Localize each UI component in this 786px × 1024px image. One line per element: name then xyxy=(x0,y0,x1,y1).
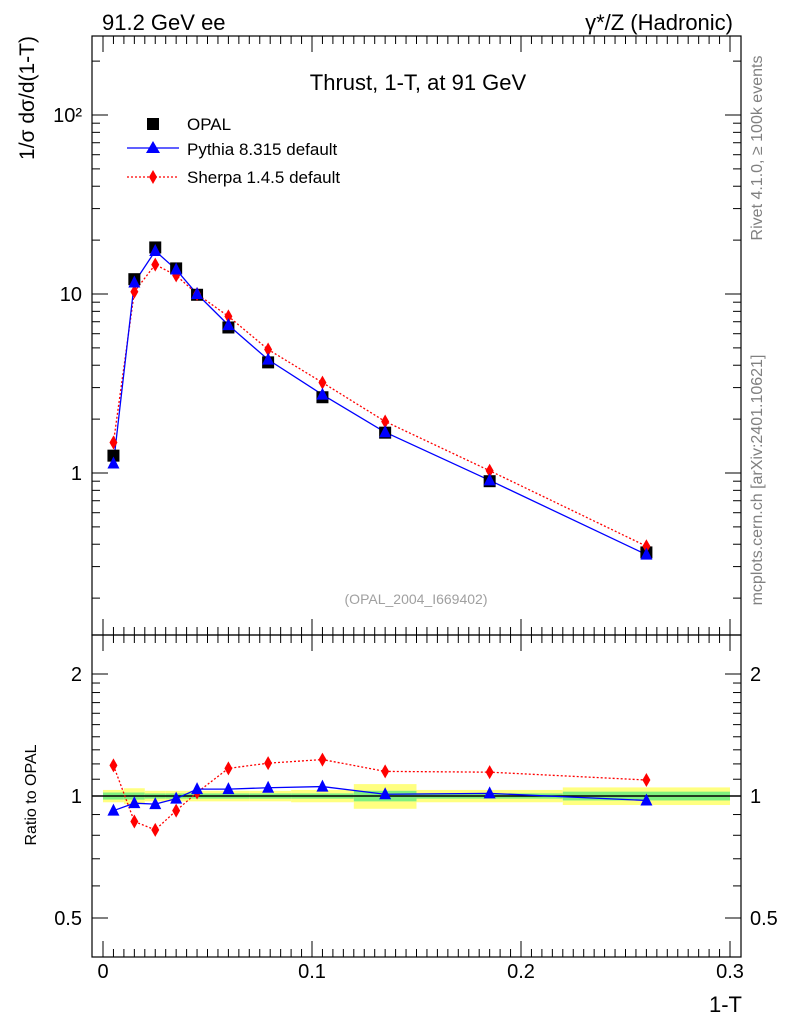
main-opal-point-0 xyxy=(107,449,120,462)
x-tick-label-2: 0.2 xyxy=(507,961,535,983)
legend-opal-marker xyxy=(147,118,159,130)
rivet-version-label: Rivet 4.1.0, ≥ 100k events xyxy=(749,56,766,241)
main-sherpa-point-9 xyxy=(485,463,494,478)
mcplots-source-label: mcplots.cern.ch [arXiv:2401.10621] xyxy=(749,355,766,606)
main-sherpa-point-5 xyxy=(224,309,233,324)
header-process-label: 91.2 GeV ee xyxy=(102,10,226,35)
ratio-sherpa-point-1 xyxy=(130,814,139,829)
ratio-pythia-point-4 xyxy=(191,782,204,795)
ratio-pythia-point-6 xyxy=(262,780,275,793)
main-pythia-point-5 xyxy=(222,318,235,331)
legend-pythia-label: Pythia 8.315 default xyxy=(187,140,338,159)
header-channel-label: γ*/Z (Hadronic) xyxy=(585,10,733,35)
main-y-tick-label-1: 10 xyxy=(60,284,82,306)
x-axis-label: 1-T xyxy=(709,992,742,1017)
ratio-sherpa-point-10 xyxy=(642,773,651,788)
main-pythia-point-1 xyxy=(128,275,141,288)
ratio-y-tick-label-left-2: 2 xyxy=(71,664,82,686)
ratio-y-tick-label-right-0: 0.5 xyxy=(750,908,778,930)
main-pythia-point-0 xyxy=(107,456,120,469)
x-tick-label-1: 0.1 xyxy=(298,961,326,983)
x-tick-label-0: 0 xyxy=(97,961,108,983)
main-sherpa-point-6 xyxy=(264,342,273,357)
main-pythia-point-7 xyxy=(316,387,329,400)
ratio-pythia-point-1 xyxy=(128,796,141,809)
main-sherpa-line xyxy=(112,263,647,547)
ratio-pythia-point-5 xyxy=(222,782,235,795)
plot-title: Thrust, 1-T, at 91 GeV xyxy=(310,70,527,95)
ratio-y-tick-label-right-2: 2 xyxy=(750,664,761,686)
ratio-sherpa-point-3 xyxy=(172,803,181,818)
main-pythia-point-10 xyxy=(640,547,653,560)
ratio-sherpa-point-5 xyxy=(224,761,233,776)
legend-opal-label: OPAL xyxy=(187,115,231,134)
main-pythia-point-6 xyxy=(262,352,275,365)
legend-sherpa-marker xyxy=(149,170,157,184)
ratio-pythia-point-0 xyxy=(107,803,120,816)
x-tick-label-3: 0.3 xyxy=(716,961,744,983)
main-y-tick-label-0: 1 xyxy=(71,463,82,485)
main-sherpa-point-10 xyxy=(642,539,651,554)
main-pythia-point-9 xyxy=(483,473,496,486)
ratio-pythia-point-3 xyxy=(170,791,183,804)
main-pythia-point-8 xyxy=(379,425,392,438)
ratio-y-tick-label-right-1: 1 xyxy=(750,786,761,808)
ratio-y-axis-label: Ratio to OPAL xyxy=(23,744,40,845)
ratio-sherpa-point-6 xyxy=(264,756,273,771)
main-sherpa-point-2 xyxy=(151,257,160,272)
main-y-axis-label: 1/σ dσ/d(1-T) xyxy=(16,36,39,160)
ratio-pythia-point-2 xyxy=(149,797,162,810)
legend: OPAL Pythia 8.315 default Sherpa 1.4.5 d… xyxy=(127,115,340,187)
ratio-y-tick-label-left-1: 1 xyxy=(71,786,82,808)
ratio-y-tick-label-left-0: 0.5 xyxy=(54,908,82,930)
main-pythia-point-3 xyxy=(170,262,183,275)
ratio-pythia-point-8 xyxy=(379,787,392,800)
ratio-sherpa-point-7 xyxy=(318,752,327,767)
ratio-pythia-point-10 xyxy=(640,793,653,806)
legend-pythia-marker xyxy=(146,141,160,153)
main-pythia-point-2 xyxy=(149,243,162,256)
main-sherpa-point-0 xyxy=(109,435,118,450)
main-sherpa-point-1 xyxy=(130,284,139,299)
main-sherpa-point-8 xyxy=(381,414,390,429)
main-sherpa-point-7 xyxy=(318,375,327,390)
main-y-tick-label-2: 10² xyxy=(53,105,82,127)
legend-sherpa-label: Sherpa 1.4.5 default xyxy=(187,168,340,187)
ratio-sherpa-point-8 xyxy=(381,764,390,779)
ratio-sherpa-point-9 xyxy=(485,765,494,780)
ratio-sherpa-point-0 xyxy=(109,758,118,773)
ratio-pythia-point-7 xyxy=(316,779,329,792)
ratio-sherpa-point-2 xyxy=(151,822,160,837)
ratio-pythia-point-9 xyxy=(483,786,496,799)
analysis-id-label: (OPAL_2004_I669402) xyxy=(345,591,488,607)
main-pythia-point-4 xyxy=(191,287,204,299)
